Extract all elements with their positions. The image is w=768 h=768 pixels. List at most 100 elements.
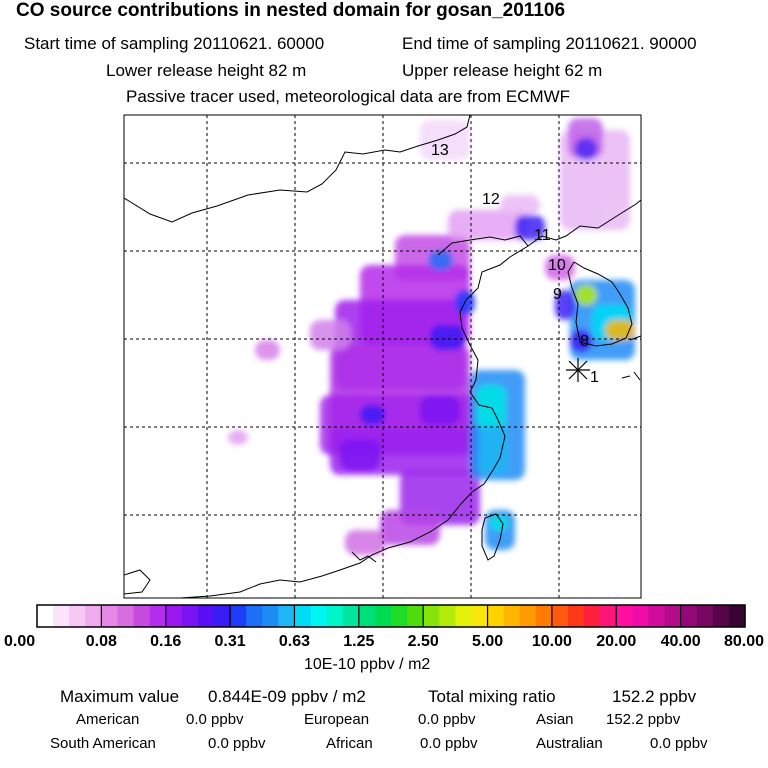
coastline-taiwan	[481, 513, 504, 561]
colorbar-tick-label: 0.00	[4, 633, 35, 650]
coastline-pearl	[351, 551, 377, 563]
concentration-patch	[478, 425, 508, 475]
colorbar-swatch	[342, 605, 360, 627]
traj-label-1: 1	[590, 369, 599, 386]
colorbar-swatch	[616, 605, 633, 627]
colorbar-tick-label: 20.00	[596, 633, 636, 650]
total-mixing-label: Total mixing ratio	[428, 687, 556, 706]
colorbar-swatch	[230, 605, 247, 627]
concentration-patch	[360, 405, 385, 425]
coastline-korea-north	[527, 199, 641, 247]
chart-title: CO source contributions in nested domain…	[16, 0, 566, 21]
contribution-region: European	[304, 711, 370, 728]
colorbar-swatch	[423, 605, 440, 627]
colorbar-swatch	[584, 605, 601, 627]
colorbar-swatch	[214, 605, 231, 627]
colorbar-swatch	[712, 605, 730, 627]
coastline-hainan	[124, 569, 151, 595]
concentration-patch	[575, 138, 597, 160]
colorbar-swatch	[600, 605, 617, 627]
colorbar-swatch	[262, 605, 279, 627]
concentration-patch	[345, 530, 385, 555]
colorbar-swatch	[37, 605, 54, 627]
colorbar-tick-label: 80.00	[724, 633, 764, 650]
colorbar-swatch	[664, 605, 682, 627]
tracer-label: Passive tracer used, meteorological data…	[126, 87, 571, 106]
traj-label-8: 8	[580, 333, 589, 350]
colorbar-swatch	[117, 605, 135, 627]
colorbar-swatch	[197, 605, 215, 627]
traj-label-11: 11	[534, 227, 551, 244]
contribution-value: 0.0 ppbv	[418, 711, 476, 728]
contribution-region: South American	[50, 735, 156, 752]
colorbar-swatch	[632, 605, 650, 627]
colorbar-swatch	[407, 605, 424, 627]
colorbar-swatch	[503, 605, 521, 627]
colorbar-swatch	[551, 605, 569, 627]
receptor-marker	[566, 358, 590, 382]
colorbar-swatch	[728, 605, 746, 627]
colorbar-swatch	[133, 605, 151, 627]
coastline-bohai	[179, 235, 529, 598]
contribution-value: 0.0 ppbv	[186, 711, 244, 728]
concentration-patch	[490, 515, 508, 531]
concentration-patch	[420, 395, 460, 425]
concentration-patch	[255, 340, 280, 360]
contribution-value: 152.2 ppbv	[606, 711, 681, 728]
contribution-value: 0.0 ppbv	[650, 735, 708, 752]
colorbar-tick-label: 10.00	[532, 633, 572, 650]
colorbar-tick-label: 1.25	[343, 633, 374, 650]
colorbar-swatch	[326, 605, 344, 627]
concentration-patch	[310, 320, 350, 350]
graticule	[124, 115, 641, 598]
coastline-mainland	[124, 115, 471, 223]
colorbar-tick-label: 0.31	[215, 633, 246, 650]
units-label: 10E-10 ppbv / m2	[304, 656, 431, 673]
colorbar-swatch	[53, 605, 70, 627]
concentration-patch	[605, 320, 635, 340]
colorbar-tick-label: 0.16	[150, 633, 181, 650]
concentration-patch	[570, 330, 592, 352]
colorbar-swatch	[69, 605, 86, 627]
colorbar-swatch	[439, 605, 456, 627]
traj-label-10: 10	[548, 257, 566, 274]
colorbar-tick-label: 5.00	[472, 633, 503, 650]
colorbar	[37, 605, 746, 627]
concentration-field	[228, 118, 635, 555]
concentration-patch	[500, 195, 540, 215]
colorbar-tick-label: 2.50	[408, 633, 439, 650]
colorbar-swatch	[246, 605, 263, 627]
traj-label-13: 13	[431, 142, 449, 159]
colorbar-swatch	[568, 605, 585, 627]
colorbar-swatch	[294, 605, 312, 627]
concentration-patch	[340, 440, 380, 470]
colorbar-swatch	[149, 605, 167, 627]
concentration-patch	[228, 430, 248, 445]
colorbar-swatch	[455, 605, 473, 627]
concentration-patch	[545, 255, 575, 280]
colorbar-swatch	[278, 605, 296, 627]
total-mixing-value: 152.2 ppbv	[612, 687, 697, 706]
colorbar-frame	[36, 604, 746, 628]
colorbar-swatch	[519, 605, 537, 627]
coastlines	[124, 115, 641, 598]
colorbar-swatch	[85, 605, 102, 627]
colorbar-swatch	[680, 605, 698, 627]
upper-release-label: Upper release height 62 m	[402, 61, 603, 80]
colorbar-swatch	[165, 605, 183, 627]
coastline-korea	[567, 261, 633, 347]
contribution-value: 0.0 ppbv	[420, 735, 478, 752]
traj-label-9: 9	[553, 286, 562, 303]
colorbar-tick-label: 0.08	[86, 633, 117, 650]
contribution-region: American	[76, 711, 140, 728]
concentration-patch	[555, 290, 575, 320]
concentration-patch	[430, 325, 465, 350]
start-time-label: Start time of sampling 20110621. 60000	[24, 34, 325, 53]
lower-release-label: Lower release height 82 m	[106, 61, 307, 80]
max-value: 0.844E-09 ppbv / m2	[208, 687, 366, 706]
map-frame	[123, 114, 642, 599]
colorbar-swatch	[487, 605, 505, 627]
end-time-label: End time of sampling 20110621. 90000	[402, 34, 697, 53]
